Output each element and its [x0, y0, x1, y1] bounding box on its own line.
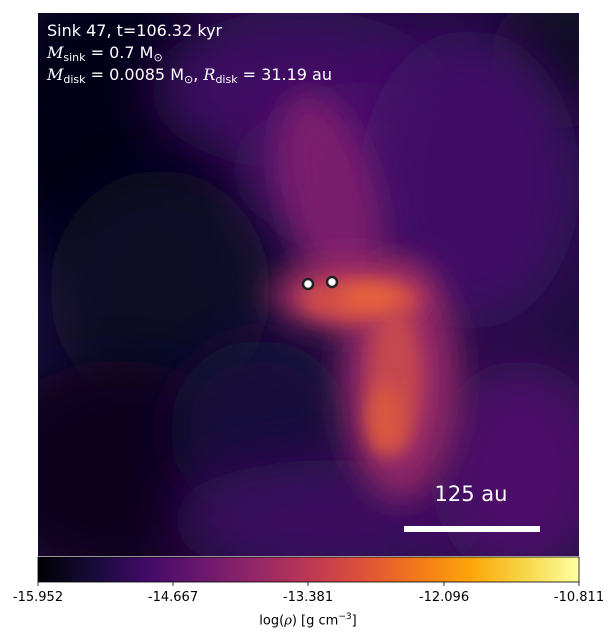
sink-info-line: Sink 47, t=106.32 kyr: [47, 21, 223, 40]
sink-markers: [301, 275, 339, 291]
sink-mass-line: Msink = 0.7 M⊙: [47, 43, 163, 63]
msun-sub-1: ⊙: [153, 51, 163, 64]
scale-bar-label: 125 au: [434, 482, 508, 506]
rdisk-value: = 31.19 au: [242, 65, 332, 84]
sink-a-marker: [301, 277, 315, 291]
sink-b-marker: [325, 275, 339, 289]
colorbar-tick-label: -15.952: [12, 590, 64, 605]
rdisk-sub: disk: [215, 73, 238, 86]
colorbar-label: log(ρ) [g cm−3]: [259, 612, 356, 628]
colorbar-tick-label: -12.096: [418, 590, 470, 605]
rdisk-symbol: R: [203, 65, 216, 84]
scale-bar: [404, 526, 540, 532]
colorbar-tick-label: -14.667: [147, 590, 199, 605]
mdisk-symbol: M: [47, 65, 64, 84]
cbar-label-suffix: ) [g cm: [291, 613, 339, 629]
cbar-label-prefix: log(: [259, 613, 285, 629]
cbar-label-exp: −3: [338, 612, 352, 622]
msun-sub-2: ⊙: [184, 73, 194, 86]
msink-value: = 0.7 M: [90, 43, 154, 62]
colorbar-tick-label: -10.811: [553, 590, 605, 605]
cbar-label-close: ]: [351, 613, 357, 629]
colorbar-tick-label: -13.381: [282, 590, 334, 605]
colorbar-ticks: [37, 582, 580, 586]
mdisk-sub: disk: [63, 73, 86, 86]
msink-sub: sink: [63, 51, 86, 64]
cbar-label-rho: ρ: [284, 613, 292, 629]
mdisk-value: = 0.0085 M: [90, 65, 184, 84]
msink-symbol: M: [47, 43, 64, 62]
colorbar: [37, 556, 580, 583]
density-map: [38, 13, 579, 556]
disk-info-line: Mdisk = 0.0085 M⊙, Rdisk = 31.19 au: [47, 65, 332, 86]
